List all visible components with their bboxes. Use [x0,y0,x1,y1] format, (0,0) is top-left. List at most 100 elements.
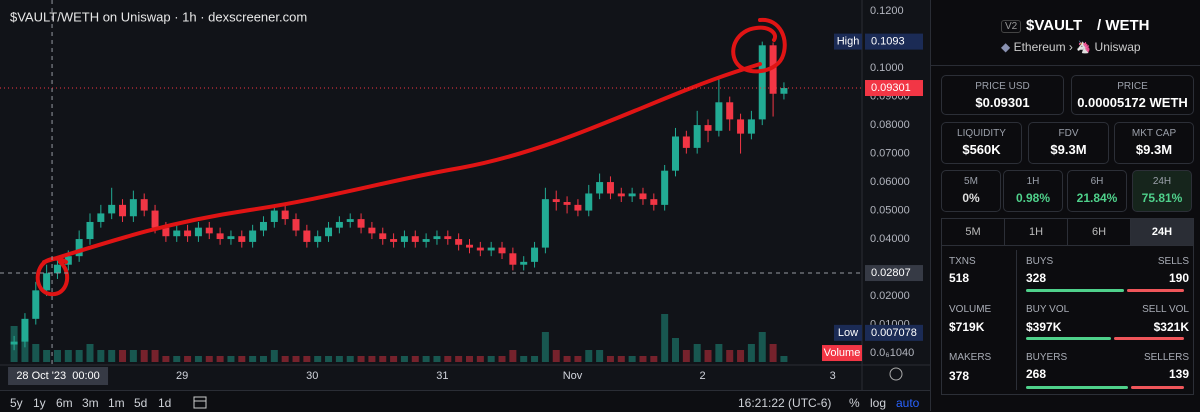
change-card: 1H 0.98% [1003,170,1063,212]
chain[interactable]: ◆ Ethereum › 🦄 Uniswap [1001,40,1141,54]
candle-body [422,239,430,242]
plot [10,41,788,362]
sell-ratio-bar [1127,289,1184,292]
label: PRICE USD [975,81,1030,92]
volume-bar [661,314,669,362]
volume-bar [552,350,560,362]
candle-body [509,253,517,265]
x-tick-label: 3 [830,370,836,382]
candle-body [541,199,549,248]
scale-option[interactable]: auto [896,396,920,410]
scale-option[interactable]: log [870,396,887,410]
candle-body [715,102,723,131]
candle-body [693,125,701,148]
toolbar [0,390,930,412]
volume-bar [617,356,625,362]
x-tick-label: 31 [436,370,448,382]
settings-icon[interactable] [889,367,903,381]
candle-body [552,199,560,203]
volume-bar [606,356,614,362]
candle-body [357,219,365,228]
volume-bar [227,356,235,362]
change-value: 75.81% [1141,191,1183,205]
y-tick-label: 0.07000 [870,147,910,159]
chart-title: $VAULT/WETH on Uniswap · 1h · dexscreene… [10,9,307,24]
price-tag-value: 0.1093 [871,36,905,48]
txns-value: 518 [949,271,970,285]
value: $0.09301 [975,95,1030,110]
price-tag [865,80,923,97]
scale-option[interactable]: % [849,396,860,410]
candle-body [390,239,398,242]
chart: $VAULT/WETH on Uniswap · 1h · dexscreene… [0,0,930,390]
sells-label: SELLS [1157,256,1189,267]
y-tick-label: 0.1200 [870,5,904,17]
candle-body [672,136,680,171]
range-button[interactable]: 5y [10,396,23,410]
timeframe-tab[interactable]: 5M [941,218,1005,246]
volume-bar [108,350,116,362]
range-button[interactable]: 1d [158,396,172,410]
candle-body [596,182,604,194]
volume-bar [476,356,484,362]
range-button[interactable]: 6m [56,396,73,410]
volume-bar [281,356,289,362]
candle-body [531,247,539,262]
volume-bar [400,356,408,362]
candle-body [32,290,40,319]
divider [931,65,1200,66]
range-button[interactable]: 1m [108,396,125,410]
volume-bar [487,356,495,362]
candle-body [639,193,647,200]
label: LIQUIDITY [957,128,1006,139]
volume-label: VOLUME [949,304,992,315]
candle-body [314,236,322,242]
chain-name: Ethereum [1013,40,1066,54]
volume-bar [259,356,267,362]
candle-body [140,199,148,211]
volume-bar [715,344,723,362]
volume-bar [119,350,127,362]
crosshair-x-label: 28 Oct '23 00:00 [16,370,99,382]
sidebar: V2 $VAULT / WETH ◆ Ethereum › 🦄 Uniswap … [930,0,1200,411]
volume-bar [465,356,473,362]
range-button[interactable]: 5d [134,396,148,410]
y-tick-label: 0.1000 [870,62,904,74]
sellers-value: 139 [1168,367,1189,381]
volume-bar [758,332,766,362]
timeframe-tab[interactable]: 6H [1067,218,1131,246]
candle-body [758,45,766,120]
volume-bar [455,356,463,362]
timeframe-tab[interactable]: 24H [1130,218,1194,246]
candle-body [444,236,452,240]
candle-body [682,136,690,148]
buyers-value: 268 [1026,367,1047,381]
price-tag-name: High [837,36,860,48]
range-button[interactable]: 1y [33,396,46,410]
range-button[interactable]: 3m [82,396,99,410]
candle-body [86,221,94,240]
candle-body [346,219,354,222]
buy-vol-value: $397K [1026,320,1062,334]
change-label: 24H [1152,176,1172,187]
volume-bar [184,356,192,362]
volume-bar [64,350,72,362]
buyers-label: BUYERS [1026,352,1068,363]
candle-body [704,125,712,131]
volume-bar [140,350,148,362]
dex-name: Uniswap [1094,40,1141,54]
volume-tag: Volume [824,347,861,359]
sell-vol-bar [1114,337,1184,340]
value: $9.3M [1050,142,1087,157]
volume-bar [563,356,571,362]
volume-bar [53,350,61,362]
timeframe-tab[interactable]: 1H [1004,218,1068,246]
candle-body [487,247,495,251]
txns-label: TXNS [949,256,976,267]
candle-body [10,341,18,345]
candle-body [259,221,267,231]
calendar-icon[interactable] [192,394,208,410]
label: FDV [1058,128,1079,139]
mktcap-card: MKT CAP $9.3M [1114,122,1194,164]
candle-body [780,88,788,94]
